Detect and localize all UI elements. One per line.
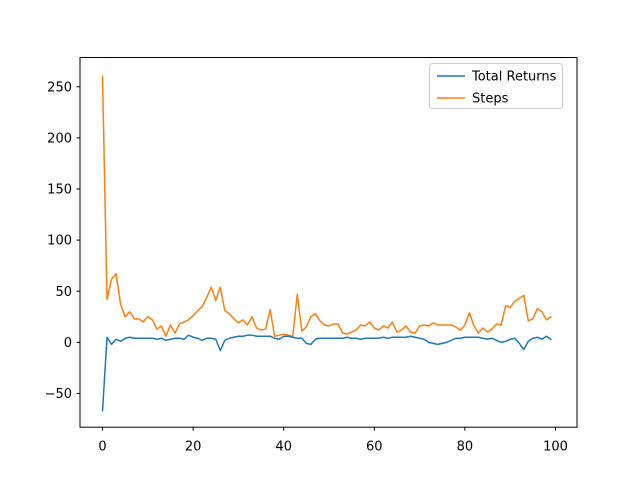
y-tick-label: 50 [55, 285, 72, 300]
steps-line [101, 75, 552, 337]
y-tick-label: 250 [47, 80, 72, 95]
x-tick-label: 60 [366, 440, 383, 455]
y-tick-label: −50 [45, 387, 72, 402]
axes-spines [79, 57, 578, 428]
y-tick-label: 150 [47, 183, 72, 198]
y-axis-ticks: −50 0 50 100 150 200 250 [45, 80, 80, 402]
x-tick-label: 20 [185, 440, 202, 455]
x-axis-ticks: 0 20 40 60 80 100 [98, 427, 568, 455]
x-tick-label: 80 [457, 440, 474, 455]
total-returns-line [101, 334, 552, 412]
y-tick-label: 0 [64, 336, 72, 351]
y-tick-label: 200 [47, 131, 72, 146]
x-tick-label: 40 [275, 440, 292, 455]
legend-label-total-returns: Total Returns [471, 70, 557, 85]
legend: Total Returns Steps [429, 63, 563, 109]
x-tick-label: 100 [543, 440, 568, 455]
x-tick-label: 0 [98, 440, 106, 455]
y-tick-label: 100 [47, 234, 72, 249]
legend-label-steps: Steps [472, 92, 509, 107]
